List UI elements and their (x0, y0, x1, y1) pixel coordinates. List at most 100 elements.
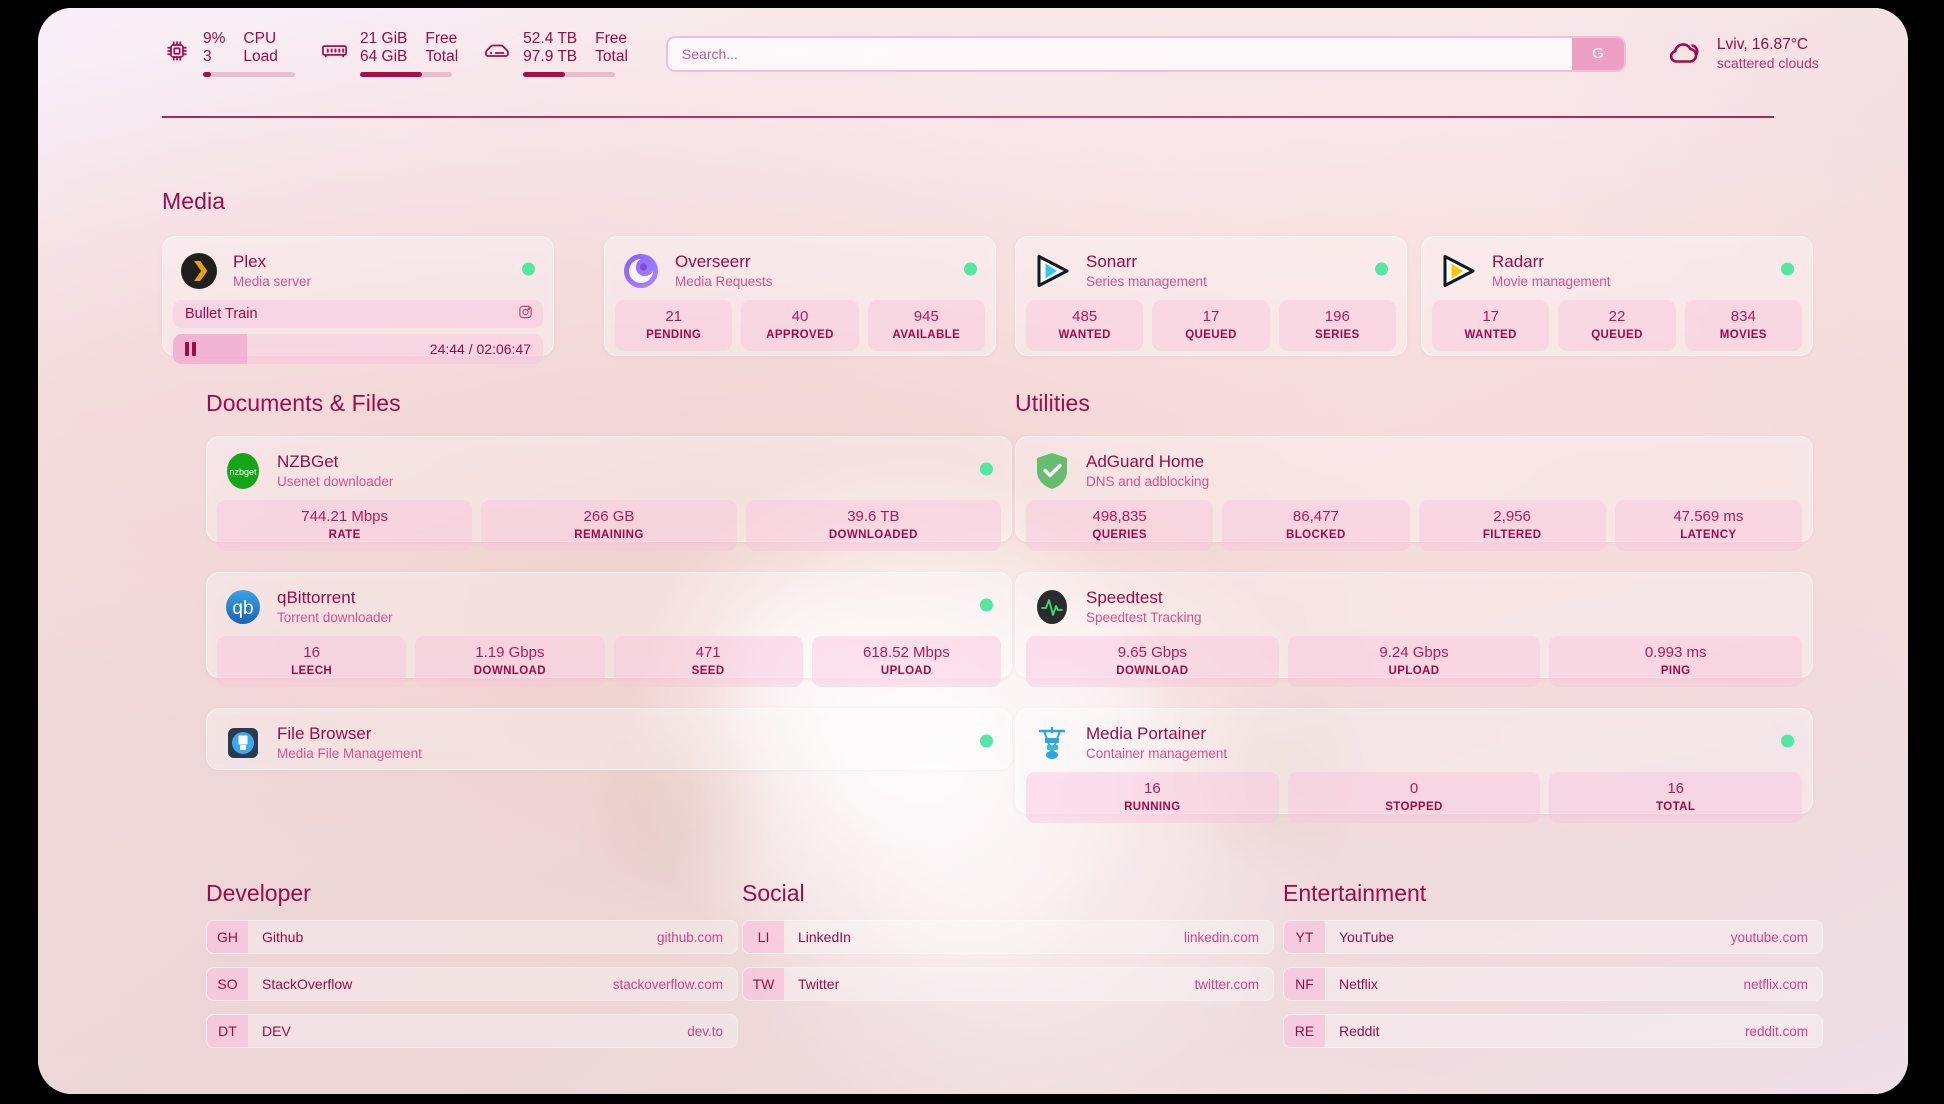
service-subtitle: Container management (1086, 746, 1228, 761)
bookmark-link-github[interactable]: GH Github github.com (206, 920, 738, 954)
stat-label: DOWNLOADED (828, 529, 918, 541)
filebrowser-icon (223, 723, 263, 763)
stat-label: DOWNLOAD (1116, 665, 1189, 677)
header-divider (162, 116, 1774, 118)
service-stats: 9.65 Gbps DOWNLOAD 9.24 Gbps UPLOAD 0.99… (1016, 636, 1812, 697)
service-stats: 485 WANTED 17 QUEUED 196 SERIES (1016, 300, 1406, 361)
service-header: qb qBittorrent Torrent downloader (207, 573, 1011, 636)
stat-label: QUEUED (1185, 329, 1237, 341)
bookmark-badge: LI (743, 921, 784, 953)
stat-pending: 21 PENDING (615, 300, 733, 351)
stat-value: 86,477 (1292, 508, 1339, 525)
service-card-radarr[interactable]: Radarr Movie management 17 WANTED 22 QUE… (1421, 236, 1813, 356)
service-card-media-portainer[interactable]: Media Portainer Container management 16 … (1015, 708, 1813, 823)
bookmark-name: Github (262, 929, 304, 945)
service-subtitle: DNS and adblocking (1086, 474, 1210, 489)
bookmark-link-linkedin[interactable]: LI LinkedIn linkedin.com (742, 920, 1274, 954)
disk-icon (482, 34, 512, 68)
bookmark-url: github.com (656, 929, 723, 945)
bookmark-badge: SO (207, 968, 248, 1000)
bookmark-link-dev[interactable]: DT DEV dev.to (206, 1014, 738, 1048)
bookmark-group-title: Entertainment (1283, 880, 1427, 906)
bookmark-group-social: Social LI LinkedIn linkedin.com TW Twitt… (742, 880, 1274, 1014)
bookmark-link-netflix[interactable]: NF Netflix netflix.com (1283, 967, 1823, 1001)
stat-label: REMAINING (574, 529, 644, 541)
stat-label: BLOCKED (1286, 529, 1346, 541)
service-subtitle: Media server (233, 274, 312, 289)
status-indicator (1781, 734, 1794, 747)
service-name: Media Portainer (1086, 724, 1207, 743)
adguard-icon (1032, 451, 1072, 491)
service-card-adguard-home[interactable]: AdGuard Home DNS and adblocking 498,835 … (1015, 436, 1813, 551)
bookmark-group-title: Social (742, 880, 805, 906)
bookmark-link-twitter[interactable]: TW Twitter twitter.com (742, 967, 1274, 1001)
service-header: Plex Media server (163, 237, 553, 300)
cpu-value-1: 9% (203, 30, 226, 47)
stat-label: FILTERED (1482, 529, 1542, 541)
stat-download: 9.65 Gbps DOWNLOAD (1026, 636, 1279, 687)
service-card-nzbget[interactable]: nzbget NZBGet Usenet downloader 744.21 M… (206, 436, 1012, 551)
pause-icon[interactable] (185, 342, 196, 356)
bookmark-link-stackoverflow[interactable]: SO StackOverflow stackoverflow.com (206, 967, 738, 1001)
service-card-qbittorrent[interactable]: qb qBittorrent Torrent downloader 16 LEE… (206, 572, 1012, 687)
bookmark-badge: NF (1284, 968, 1325, 1000)
stat-label: AVAILABLE (892, 329, 961, 341)
search-engine-button[interactable]: G (1571, 37, 1624, 70)
stat-value: 21 (665, 308, 682, 325)
stat-label: UPLOAD (880, 665, 932, 677)
now-playing-title-bar: Bullet Train (173, 300, 543, 328)
ram-icon (319, 34, 349, 68)
service-card-overseerr[interactable]: Overseerr Media Requests 21 PENDING 40 A… (604, 236, 996, 356)
stat-downloaded: 39.6 TB DOWNLOADED (745, 500, 1001, 551)
bookmark-name: Netflix (1339, 976, 1378, 992)
stat-available: 945 AVAILABLE (867, 300, 985, 351)
service-header: Radarr Movie management (1422, 237, 1812, 300)
stat-value: 16 (303, 644, 320, 661)
search-bar[interactable]: G (665, 35, 1626, 72)
stat-label: STOPPED (1385, 801, 1443, 813)
search-input[interactable] (667, 45, 1572, 62)
stat-value: 196 (1324, 308, 1350, 325)
service-card-plex[interactable]: Plex Media server Bullet Train (162, 236, 554, 364)
bookmark-url: stackoverflow.com (612, 976, 723, 992)
service-stats: 16 RUNNING 0 STOPPED 16 TOTAL (1016, 772, 1812, 833)
portainer-icon (1032, 723, 1072, 763)
stat-label: UPLOAD (1388, 665, 1440, 677)
stat-label: LEECH (291, 665, 333, 677)
memory-usage-bar (360, 72, 452, 77)
service-card-speedtest[interactable]: Speedtest Speedtest Tracking 9.65 Gbps D… (1015, 572, 1813, 687)
cpu-usage-bar (203, 72, 295, 77)
media-section-title: Media (162, 188, 226, 214)
time-separator: / (468, 341, 473, 357)
stat-value: 618.52 Mbps (863, 644, 950, 661)
service-card-file-browser[interactable]: File Browser Media File Management (206, 708, 1012, 770)
service-name: Plex (233, 252, 267, 271)
bookmark-link-reddit[interactable]: RE Reddit reddit.com (1283, 1014, 1823, 1048)
service-subtitle: Movie management (1492, 274, 1611, 289)
stat-value: 485 (1072, 308, 1098, 325)
stat-remaining: 266 GB REMAINING (481, 500, 737, 551)
status-indicator (522, 262, 535, 275)
stat-queries: 498,835 QUERIES (1026, 500, 1214, 551)
stat-download: 1.19 Gbps DOWNLOAD (415, 636, 605, 687)
stat-value: 9.65 Gbps (1117, 644, 1187, 661)
memory-stat-group: 21 GiB 64 GiB Free Total (319, 30, 458, 77)
weather-widget[interactable]: Lviv, 16.87°C scattered clouds (1664, 35, 1819, 73)
ram-label-2: Total (425, 48, 459, 65)
stat-value: 266 GB (583, 508, 635, 525)
bookmark-name: LinkedIn (798, 929, 851, 945)
background-bokeh (38, 8, 1908, 1094)
status-indicator (1375, 262, 1388, 275)
cast-icon[interactable] (518, 305, 533, 324)
stat-value: 22 (1608, 308, 1626, 325)
stat-latency: 47.569 ms LATENCY (1614, 500, 1802, 551)
service-name: Radarr (1492, 252, 1544, 271)
ram-value-1: 21 GiB (360, 30, 408, 47)
bookmark-url: reddit.com (1744, 1023, 1808, 1039)
service-card-sonarr[interactable]: Sonarr Series management 485 WANTED 17 Q… (1015, 236, 1407, 356)
service-subtitle: Series management (1086, 274, 1207, 289)
disk-stat-block: 52.4 TB 97.9 TB Free Total (523, 30, 628, 77)
bookmark-link-youtube[interactable]: YT YouTube youtube.com (1283, 920, 1823, 954)
now-playing-progress[interactable]: 24:44 / 02:06:47 (173, 334, 543, 364)
